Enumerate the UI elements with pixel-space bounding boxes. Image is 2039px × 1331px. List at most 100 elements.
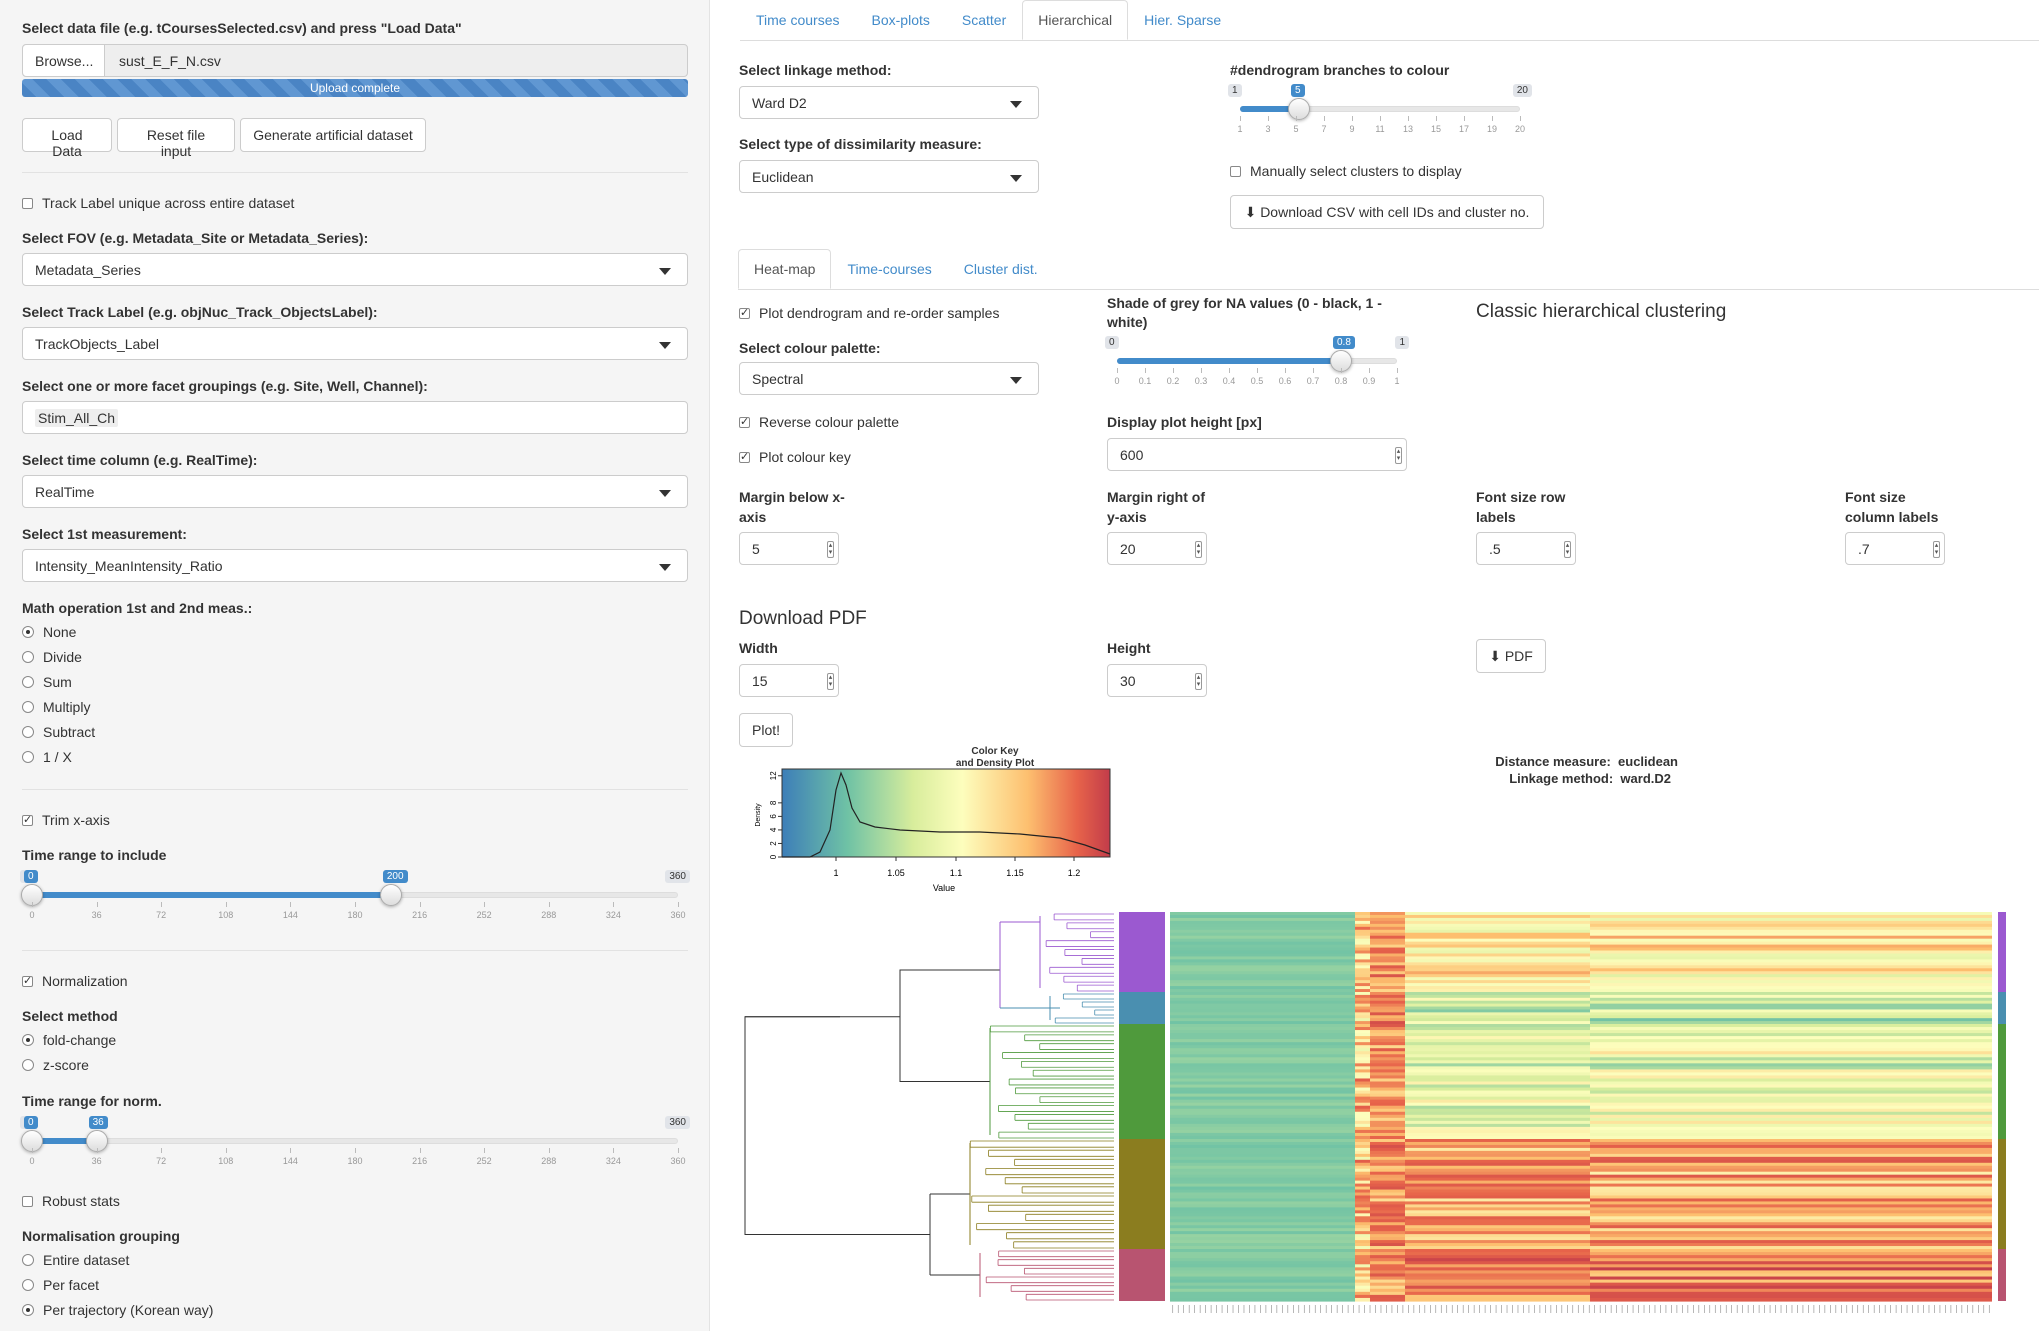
heatmap-row-segment [1170, 1174, 1355, 1179]
spinner-icon[interactable]: ▴ ▾ [827, 541, 834, 558]
heatmap-row-segment [1370, 1108, 1405, 1113]
spinner-icon[interactable]: ▴ ▾ [1195, 673, 1202, 690]
robust-stats-checkbox[interactable]: Robust stats [22, 1193, 120, 1209]
tab-box-plots[interactable]: Box-plots [871, 12, 930, 28]
grouping-option[interactable]: Per trajectory (Korean way) [22, 1302, 213, 1318]
grouping-option[interactable]: Per facet [22, 1277, 99, 1293]
spinner-icon[interactable]: ▴ ▾ [1564, 541, 1571, 558]
margin-right-input[interactable]: 20 ▴ ▾ [1107, 532, 1207, 565]
normalization-checkbox[interactable]: Normalization [22, 973, 128, 989]
plot-dendrogram-checkbox[interactable]: Plot dendrogram and re-order samples [739, 305, 999, 321]
tab-hierarchical[interactable]: Hierarchical [1022, 0, 1129, 40]
colour-key-checkbox[interactable]: Plot colour key [739, 449, 851, 465]
math-option[interactable]: Multiply [22, 699, 90, 715]
tab-cluster-dist[interactable]: Cluster dist. [963, 261, 1038, 277]
slider-tick-label: 36 [91, 1156, 102, 1166]
colorkey-title: Color Key and Density Plot [900, 746, 1090, 770]
heatmap-row-segment [1355, 1075, 1370, 1080]
generate-artificial-button[interactable]: Generate artificial dataset [240, 118, 426, 152]
radio-circle[interactable] [22, 1034, 34, 1046]
heatmap-row-segment [1355, 1060, 1370, 1064]
heatmap-row-segment [1355, 1126, 1370, 1131]
track-select[interactable]: TrackObjects_Label [22, 327, 688, 360]
file-input[interactable]: Browse... sust_E_F_N.csv [22, 44, 688, 77]
palette-select[interactable]: Spectral [739, 362, 1039, 395]
margin-below-input[interactable]: 5 ▴ ▾ [739, 532, 839, 565]
radio-circle[interactable] [22, 676, 34, 688]
checkbox-box[interactable] [22, 197, 33, 209]
radio-circle[interactable] [22, 751, 34, 763]
branches-slider[interactable]: 1 20 5 1 3 5 7 9 11 13 15 17 19 20 [1228, 84, 1532, 139]
method-option[interactable]: fold-change [22, 1032, 116, 1048]
slider-handle[interactable] [379, 884, 402, 906]
dissimilarity-select[interactable]: Euclidean [739, 160, 1039, 193]
facet-tag[interactable]: Stim_All_Ch [35, 409, 119, 427]
pdf-button[interactable]: ⬇ PDF [1476, 639, 1546, 673]
math-option[interactable]: Sum [22, 674, 72, 690]
heatmap-row-segment [1405, 1240, 1590, 1244]
slider-track[interactable] [32, 1138, 678, 1144]
pdf-height-input[interactable]: 30 ▴ ▾ [1107, 664, 1207, 697]
time-column-select[interactable]: RealTime [22, 475, 688, 508]
norm-range-slider[interactable]: 036003603672108144180216252288324360 [20, 1116, 690, 1171]
trim-x-axis-checkbox[interactable]: Trim x-axis [22, 812, 110, 828]
radio-circle[interactable] [22, 1279, 34, 1291]
spinner-icon[interactable]: ▴ ▾ [827, 673, 834, 690]
radio-circle[interactable] [22, 626, 34, 638]
plot-height-input[interactable]: 600 ▴ ▾ [1107, 438, 1407, 471]
heatmap-row-segment [1170, 1069, 1355, 1074]
checkbox-box[interactable] [22, 813, 33, 826]
radio-circle[interactable] [22, 701, 34, 713]
spinner-icon[interactable]: ▴ ▾ [1195, 541, 1202, 558]
load-data-button[interactable]: Load Data [22, 118, 112, 159]
linkage-select[interactable]: Ward D2 [739, 86, 1039, 119]
radio-circle[interactable] [22, 1254, 34, 1266]
tab-hier-sparse[interactable]: Hier. Sparse [1144, 12, 1222, 28]
checkbox-box[interactable] [22, 1195, 33, 1207]
measurement-select[interactable]: Intensity_MeanIntensity_Ratio [22, 549, 688, 582]
time-range-slider[interactable]: 0360020003672108144180216252288324360 [20, 870, 690, 925]
na-shade-slider[interactable]: 0 1 0.8 0 0.1 0.2 0.3 0.4 0.5 0.6 0.7 0.8 0.9 1 [1105, 336, 1409, 391]
radio-circle[interactable] [22, 1059, 34, 1071]
checkbox-box[interactable] [739, 450, 750, 463]
heatmap-row-segment [1355, 917, 1370, 922]
math-option[interactable]: None [22, 624, 76, 640]
facet-input[interactable]: Stim_All_Ch [22, 401, 688, 434]
grouping-option[interactable]: Entire dataset [22, 1252, 129, 1268]
track-unique-checkbox[interactable]: Track Label unique across entire dataset [22, 195, 294, 211]
math-option[interactable]: 1 / X [22, 749, 72, 765]
radio-circle[interactable] [22, 726, 34, 738]
checkbox-box[interactable] [739, 306, 750, 319]
tab-time-courses[interactable]: Time courses [756, 12, 840, 28]
checkbox-box[interactable] [1230, 165, 1241, 177]
checkbox-box[interactable] [739, 415, 750, 428]
reset-file-button[interactable]: Reset file input [117, 118, 235, 159]
checkbox-box[interactable] [22, 974, 33, 987]
browse-button[interactable]: Browse... [23, 45, 105, 76]
heatmap-row-segment [1405, 1183, 1590, 1188]
math-option[interactable]: Divide [22, 649, 82, 665]
dendrogram-leaf-branch [1081, 1001, 1114, 1008]
slider-tick [32, 902, 33, 907]
tab-heat-map[interactable]: Heat-map [738, 249, 832, 289]
radio-circle[interactable] [22, 1304, 34, 1316]
heatmap-row-segment [1170, 1090, 1355, 1095]
radio-circle[interactable] [22, 651, 34, 663]
math-option[interactable]: Subtract [22, 724, 95, 740]
heatmap-row-segment [1355, 1015, 1370, 1019]
method-option[interactable]: z-score [22, 1057, 89, 1073]
fov-select[interactable]: Metadata_Series [22, 253, 688, 286]
font-col-input[interactable]: .7 ▴ ▾ [1845, 532, 1945, 565]
heatmap-row-segment [1590, 959, 1992, 963]
plot-button[interactable]: Plot! [739, 713, 793, 747]
font-row-input[interactable]: .5 ▴ ▾ [1476, 532, 1576, 565]
slider-handle[interactable] [1287, 98, 1310, 120]
spinner-icon[interactable]: ▴ ▾ [1933, 541, 1940, 558]
tab-time-courses-sub[interactable]: Time-courses [847, 261, 932, 277]
tab-scatter[interactable]: Scatter [961, 12, 1007, 28]
manual-clusters-checkbox[interactable]: Manually select clusters to display [1230, 163, 1462, 179]
spinner-icon[interactable]: ▴ ▾ [1395, 447, 1402, 464]
download-csv-button[interactable]: ⬇ Download CSV with cell IDs and cluster… [1230, 195, 1544, 229]
reverse-palette-checkbox[interactable]: Reverse colour palette [739, 414, 899, 430]
pdf-width-input[interactable]: 15 ▴ ▾ [739, 664, 839, 697]
